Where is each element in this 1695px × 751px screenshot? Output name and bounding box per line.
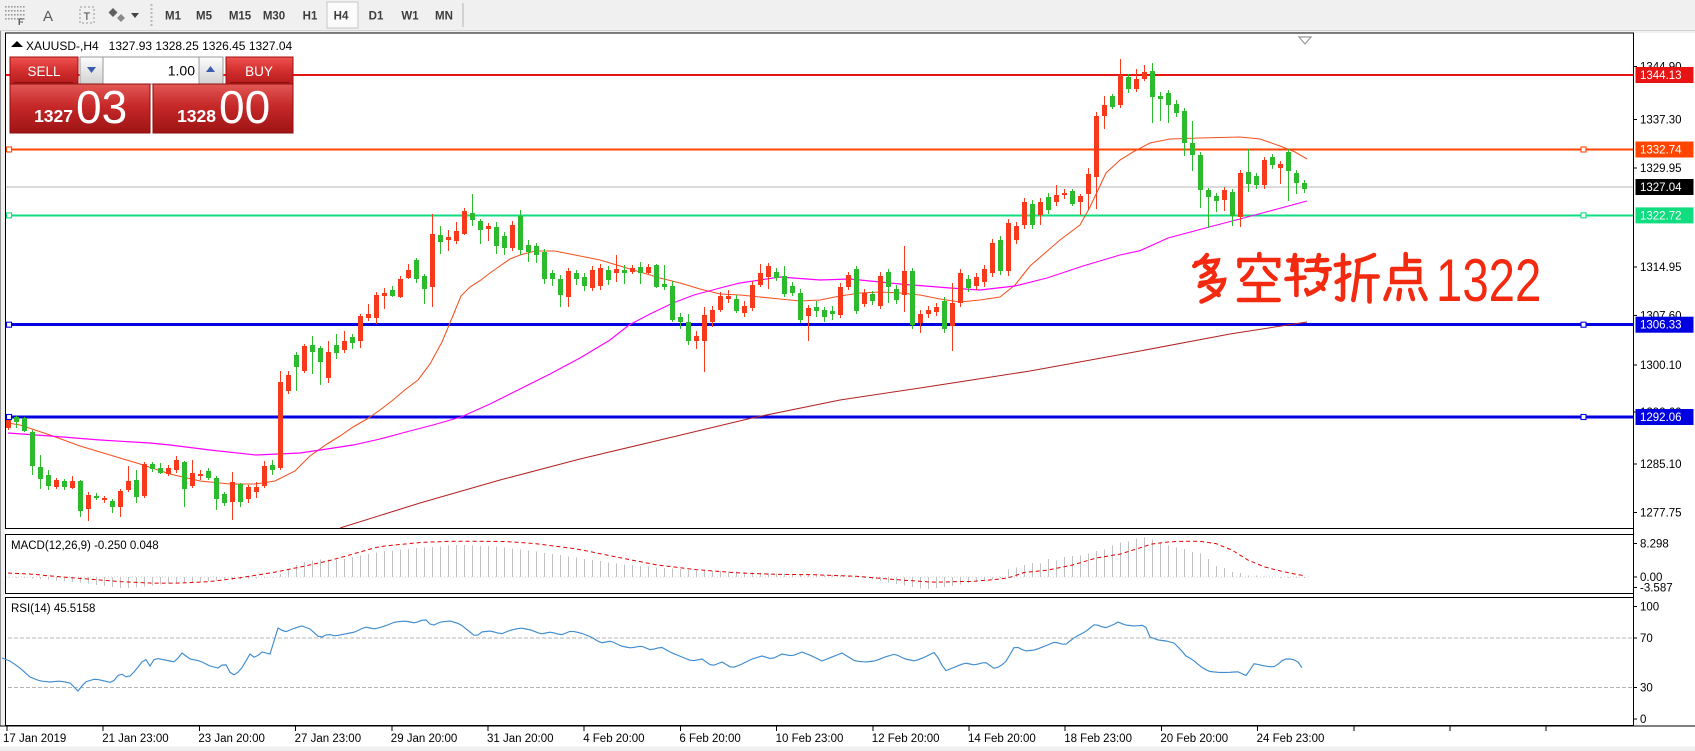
svg-text:1292.06: 1292.06 bbox=[1640, 412, 1682, 424]
svg-text:1327.04: 1327.04 bbox=[1640, 182, 1682, 194]
svg-text:0.00: 0.00 bbox=[1640, 572, 1662, 584]
svg-text:31 Jan 20:00: 31 Jan 20:00 bbox=[487, 733, 554, 745]
svg-text:1322: 1322 bbox=[1436, 248, 1541, 315]
svg-text:1327: 1327 bbox=[34, 106, 73, 126]
svg-text:03: 03 bbox=[76, 81, 127, 133]
svg-text:T: T bbox=[84, 11, 91, 23]
svg-text:M15: M15 bbox=[229, 11, 252, 23]
svg-text:MACD(12,26,9) -0.250 0.048: MACD(12,26,9) -0.250 0.048 bbox=[11, 540, 159, 552]
svg-text:1328: 1328 bbox=[177, 106, 216, 126]
svg-text:XAUUSD-,H4 1327.93 1328.25 1: XAUUSD-,H4 1327.93 1328.25 1326.45 1327.… bbox=[26, 39, 293, 53]
svg-text:1285.10: 1285.10 bbox=[1640, 459, 1682, 471]
svg-text:14 Feb 20:00: 14 Feb 20:00 bbox=[968, 733, 1036, 745]
svg-text:1306.33: 1306.33 bbox=[1640, 320, 1682, 332]
svg-text:27 Jan 23:00: 27 Jan 23:00 bbox=[295, 733, 362, 745]
svg-text:M1: M1 bbox=[165, 11, 182, 23]
svg-text:1344.13: 1344.13 bbox=[1640, 70, 1682, 82]
svg-text:21 Jan 23:00: 21 Jan 23:00 bbox=[102, 733, 169, 745]
svg-text:-3.587: -3.587 bbox=[1640, 583, 1673, 595]
svg-text:1314.95: 1314.95 bbox=[1640, 262, 1682, 274]
svg-text:M30: M30 bbox=[263, 11, 285, 23]
svg-text:1332.74: 1332.74 bbox=[1640, 145, 1682, 157]
svg-text:70: 70 bbox=[1640, 633, 1653, 645]
svg-text:23 Jan 20:00: 23 Jan 20:00 bbox=[198, 733, 265, 745]
svg-text:W1: W1 bbox=[401, 11, 419, 23]
svg-text:1337.30: 1337.30 bbox=[1640, 115, 1682, 127]
svg-text:H1: H1 bbox=[303, 11, 318, 23]
svg-text:1277.75: 1277.75 bbox=[1640, 508, 1682, 520]
svg-text:100: 100 bbox=[1640, 601, 1659, 613]
svg-text:H4: H4 bbox=[334, 11, 349, 23]
svg-text:10 Feb 23:00: 10 Feb 23:00 bbox=[776, 733, 844, 745]
svg-text:4 Feb 20:00: 4 Feb 20:00 bbox=[583, 733, 644, 745]
svg-text:1300.10: 1300.10 bbox=[1640, 360, 1682, 372]
svg-text:8.298: 8.298 bbox=[1640, 539, 1669, 551]
svg-text:1322.72: 1322.72 bbox=[1640, 210, 1682, 222]
svg-text:12 Feb 20:00: 12 Feb 20:00 bbox=[872, 733, 940, 745]
svg-text:29 Jan 20:00: 29 Jan 20:00 bbox=[391, 733, 458, 745]
svg-text:SELL: SELL bbox=[27, 64, 61, 79]
svg-text:24 Feb 23:00: 24 Feb 23:00 bbox=[1257, 733, 1325, 745]
svg-text:30: 30 bbox=[1640, 683, 1653, 695]
svg-text:6 Feb 20:00: 6 Feb 20:00 bbox=[679, 733, 740, 745]
svg-text:17 Jan 2019: 17 Jan 2019 bbox=[3, 733, 66, 745]
svg-text:A: A bbox=[43, 8, 53, 25]
svg-text:M5: M5 bbox=[196, 11, 213, 23]
svg-text:18 Feb 23:00: 18 Feb 23:00 bbox=[1064, 733, 1132, 745]
svg-text:0: 0 bbox=[1640, 714, 1646, 726]
svg-text:MN: MN bbox=[435, 11, 453, 23]
svg-text:D1: D1 bbox=[369, 11, 384, 23]
svg-text:20 Feb 20:00: 20 Feb 20:00 bbox=[1160, 733, 1228, 745]
svg-text:F: F bbox=[18, 17, 24, 27]
svg-text:00: 00 bbox=[219, 81, 270, 133]
svg-text:1.00: 1.00 bbox=[168, 63, 195, 79]
svg-text:1329.95: 1329.95 bbox=[1640, 163, 1682, 175]
svg-text:BUY: BUY bbox=[245, 64, 273, 79]
svg-text:RSI(14) 45.5158: RSI(14) 45.5158 bbox=[11, 603, 95, 615]
